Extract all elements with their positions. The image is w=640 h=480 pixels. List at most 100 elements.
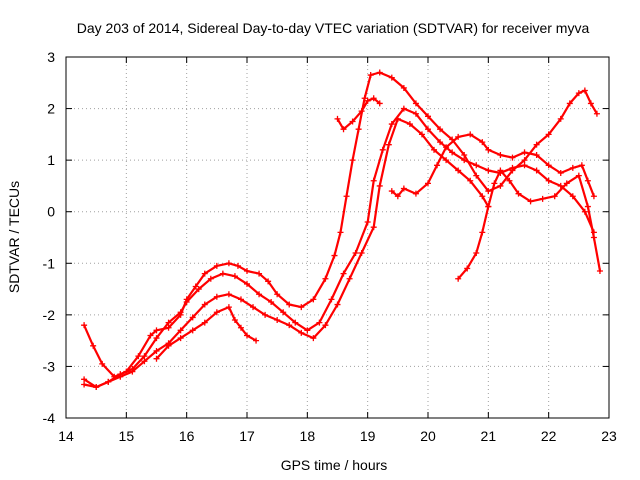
data-point <box>461 157 468 164</box>
data-point <box>358 108 365 115</box>
data-point <box>322 275 329 282</box>
data-point <box>244 268 250 275</box>
data-point <box>177 327 184 334</box>
data-point <box>265 278 272 285</box>
x-tick-label: 18 <box>300 428 316 444</box>
data-point <box>310 335 317 342</box>
data-point <box>177 335 184 342</box>
data-point <box>349 118 356 125</box>
grid <box>66 57 609 418</box>
data-point <box>256 291 263 298</box>
data-point <box>165 324 172 331</box>
data-point <box>253 337 260 344</box>
data-point <box>412 110 419 117</box>
data-point <box>192 283 199 290</box>
data-point <box>551 193 558 200</box>
x-tick-label: 17 <box>239 428 255 444</box>
y-tick-label: 2 <box>47 101 55 117</box>
data-point <box>418 131 425 138</box>
data-point <box>183 298 190 305</box>
data-point <box>400 185 407 192</box>
data-point <box>485 146 492 153</box>
data-point <box>189 314 196 321</box>
x-tick-label: 14 <box>58 428 74 444</box>
data-point <box>385 141 392 148</box>
data-point <box>485 167 492 174</box>
data-point <box>129 368 136 375</box>
data-point <box>250 304 257 311</box>
series-track-g <box>455 167 603 282</box>
data-point <box>566 100 573 107</box>
data-point <box>298 304 305 311</box>
data-point <box>292 319 299 326</box>
data-point <box>177 309 184 316</box>
data-point <box>153 347 160 354</box>
data-point <box>497 151 504 158</box>
chart-title: Day 203 of 2014, Sidereal Day-to-day VTE… <box>77 20 590 36</box>
y-tick-label: 3 <box>47 49 55 65</box>
data-point <box>90 342 97 349</box>
y-tick-label: 0 <box>47 204 55 220</box>
series-line <box>457 169 602 280</box>
data-point <box>352 249 359 256</box>
data-point <box>225 304 232 311</box>
data-point <box>569 193 576 200</box>
data-point <box>286 301 293 308</box>
y-tick-label: -3 <box>43 358 56 374</box>
data-point <box>584 177 591 184</box>
data-point <box>322 322 329 329</box>
data-point <box>596 268 603 275</box>
data-point <box>135 353 142 360</box>
data-point <box>331 252 338 259</box>
data-point <box>334 301 341 308</box>
data-point <box>449 149 456 156</box>
y-tick-label: -4 <box>43 410 56 426</box>
data-point <box>364 219 371 226</box>
data-point <box>298 329 305 336</box>
data-point <box>590 193 597 200</box>
data-point <box>578 162 585 169</box>
data-point <box>361 95 368 102</box>
data-point <box>455 167 462 174</box>
data-point <box>473 172 480 179</box>
data-point <box>219 270 226 277</box>
data-point <box>394 193 401 200</box>
data-point <box>455 275 462 282</box>
data-point <box>370 95 377 102</box>
data-point <box>343 193 350 200</box>
data-point <box>539 195 546 202</box>
data-point <box>491 180 498 187</box>
data-point <box>557 182 564 189</box>
data-point <box>400 84 407 91</box>
data-point <box>479 139 486 146</box>
data-point <box>274 291 281 298</box>
data-point <box>105 378 112 385</box>
data-point <box>509 164 516 171</box>
data-point <box>244 332 250 339</box>
data-point <box>497 167 504 174</box>
data-point <box>256 270 263 277</box>
data-point <box>99 360 106 367</box>
data-point <box>376 182 383 189</box>
x-tick-label: 19 <box>360 428 376 444</box>
data-point <box>81 376 88 383</box>
data-point <box>117 373 124 380</box>
data-point <box>364 97 371 104</box>
data-point <box>334 115 341 122</box>
data-point <box>563 180 570 187</box>
data-point <box>165 319 172 326</box>
data-point <box>328 296 335 303</box>
data-point <box>349 157 356 164</box>
series-line <box>83 107 595 389</box>
data-point <box>569 164 576 171</box>
series-line <box>83 117 490 389</box>
data-point <box>575 90 582 97</box>
data-point <box>358 249 365 256</box>
data-point <box>473 162 480 169</box>
data-point <box>406 121 413 128</box>
x-tick-label: 21 <box>481 428 497 444</box>
data-point <box>425 113 431 120</box>
data-point <box>231 317 238 324</box>
x-axis-label: GPS time / hours <box>281 457 388 473</box>
